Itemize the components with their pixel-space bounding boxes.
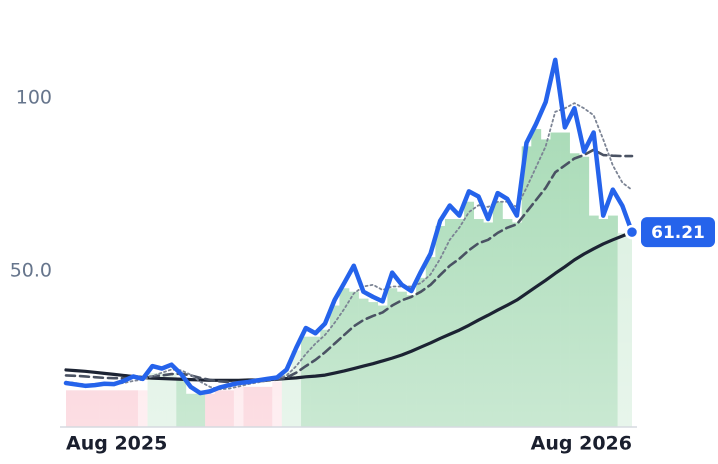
y-tick-label: 100	[16, 86, 52, 108]
series-line	[65, 102, 633, 391]
x-tick-label: Aug 2025	[66, 433, 167, 455]
series-line	[64, 230, 634, 382]
x-tick-label: Aug 2026	[531, 433, 632, 455]
series-line	[63, 57, 635, 396]
series-line	[64, 148, 634, 384]
last-value-label: 61.21	[651, 223, 705, 243]
y-tick-label: 50.0	[10, 259, 52, 281]
last-value-pill	[641, 217, 715, 248]
lines	[63, 57, 640, 396]
last-point	[624, 224, 640, 240]
bar-fade	[66, 0, 632, 427]
labels: 50.0 100 Aug 2025 Aug 2026 61.21	[10, 86, 715, 455]
